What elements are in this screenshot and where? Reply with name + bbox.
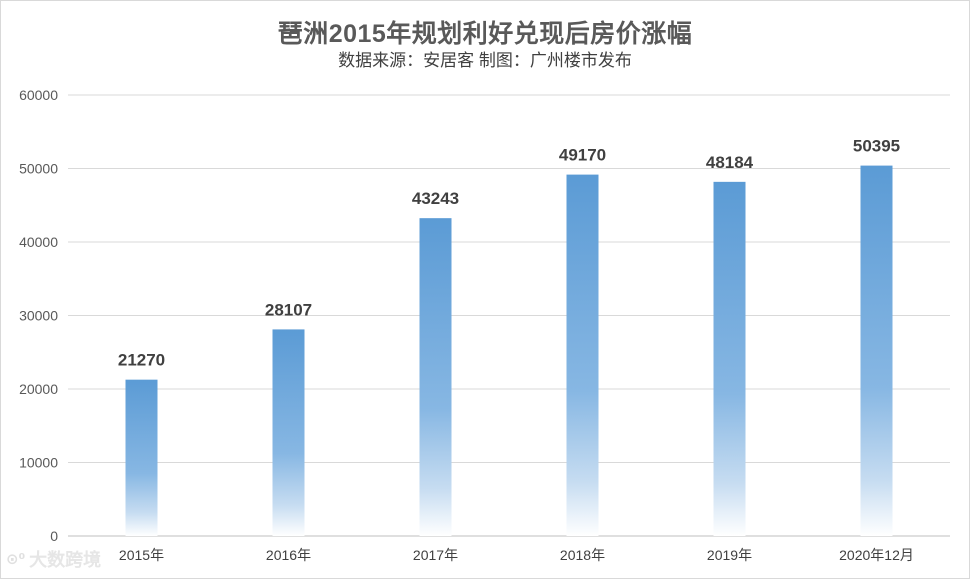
x-tick-label: 2016年 xyxy=(266,547,311,563)
y-tick-label: 20000 xyxy=(19,381,58,397)
bars xyxy=(125,165,893,537)
bar xyxy=(272,329,305,536)
y-tick-label: 60000 xyxy=(19,87,58,103)
chart-subtitle: 数据来源：安居客 制图：广州楼市发布 xyxy=(338,51,632,70)
y-tick-label: 40000 xyxy=(19,234,58,250)
data-label: 43243 xyxy=(412,189,459,208)
x-tick-label: 2019年 xyxy=(707,547,752,563)
data-label: 50395 xyxy=(853,137,900,156)
x-tick-label: 2015年 xyxy=(119,547,164,563)
x-axis-ticks: 2015年 2016年 2017年 2018年 2019年 2020年12月 xyxy=(119,547,914,563)
gridlines xyxy=(68,94,950,537)
data-label: 48184 xyxy=(706,153,754,172)
x-tick-label: 2017年 xyxy=(413,547,458,563)
watermark: ⊙⁰ 大数跨境 xyxy=(6,546,101,572)
bar xyxy=(713,181,746,536)
x-tick-label: 2018年 xyxy=(560,547,605,563)
x-tick-label: 2020年12月 xyxy=(839,547,914,563)
bar xyxy=(125,379,158,536)
y-tick-label: 30000 xyxy=(19,308,58,324)
y-tick-label: 10000 xyxy=(19,455,58,471)
bar xyxy=(419,218,452,537)
y-axis-ticks: 0 10000 20000 30000 40000 50000 60000 xyxy=(19,87,58,544)
chart-title: 琶洲2015年规划利好兑现后房价涨幅 xyxy=(277,20,693,48)
watermark-text: 大数跨境 xyxy=(29,550,102,570)
y-tick-label: 0 xyxy=(50,528,58,544)
data-label: 21270 xyxy=(118,351,165,370)
data-label: 28107 xyxy=(265,300,312,319)
watermark-logo-icon: ⊙⁰ xyxy=(6,551,26,568)
data-labels: 21270 28107 43243 49170 48184 50395 xyxy=(118,137,900,370)
data-label: 49170 xyxy=(559,146,606,165)
y-tick-label: 50000 xyxy=(19,161,58,177)
bar xyxy=(566,174,599,536)
bar xyxy=(860,165,893,537)
